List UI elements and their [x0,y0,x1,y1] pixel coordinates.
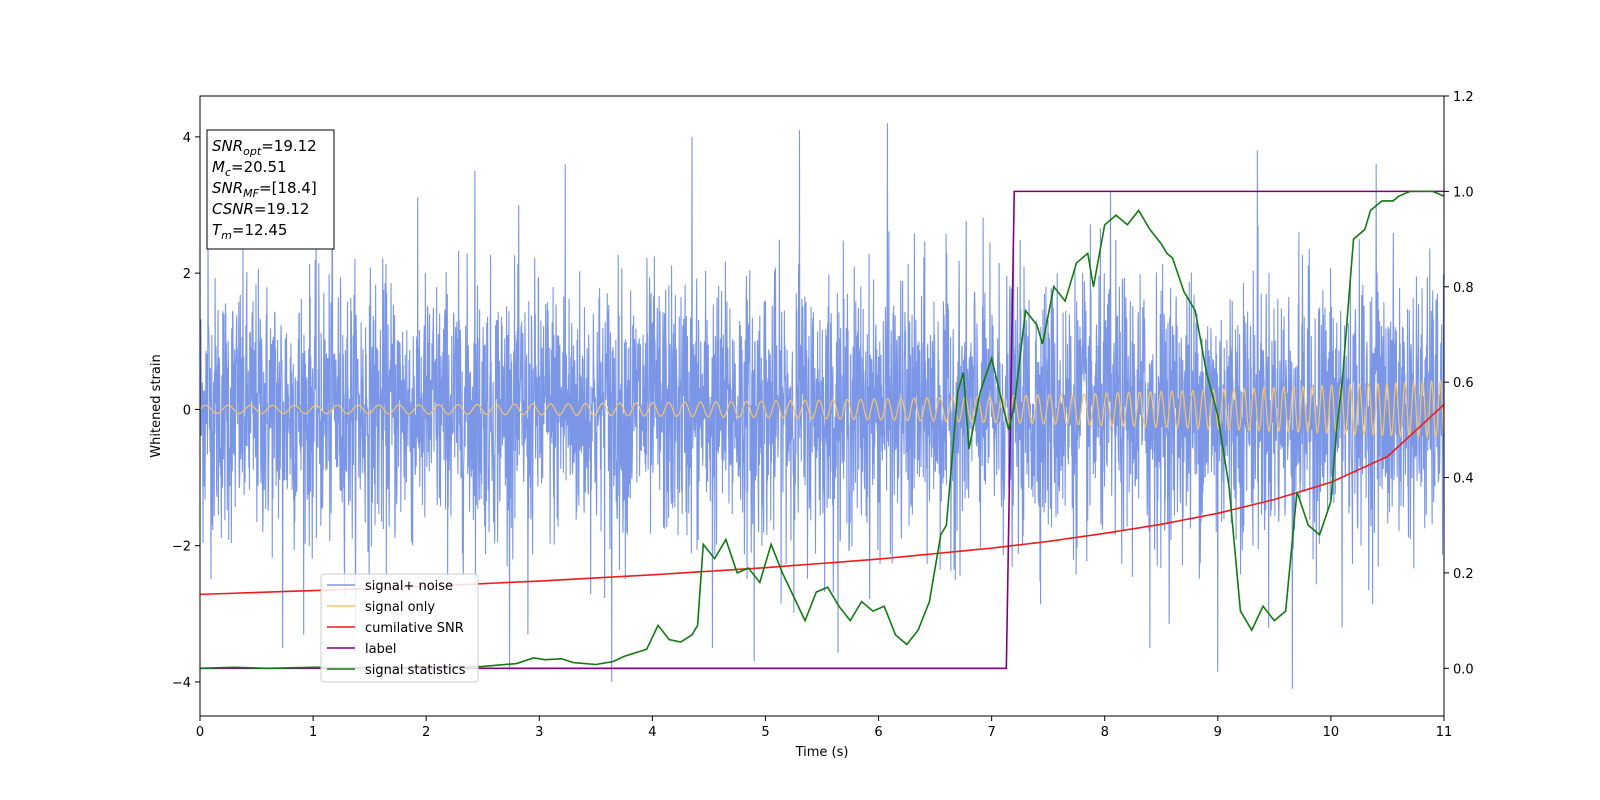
info-line: SNRopt=19.12 [212,137,317,158]
y-tick-label: 0 [183,403,191,418]
legend-label: label [365,642,396,657]
x-tick-label: 2 [422,725,430,740]
legend-item: signal statistics [327,663,466,678]
x-tick-label: 11 [1436,725,1453,740]
legend-label: signal statistics [365,663,466,678]
legend-item: label [327,642,396,657]
series-label-line [200,190,1444,670]
y-right-tick-label: 0.2 [1453,567,1474,582]
y-axis-label: Whitened strain [149,354,164,457]
info-line: CSNR=19.12 [212,200,309,218]
y-axis-left-ticks: −4 −2 0 2 4 [172,131,200,691]
series-cumilative-snr-line [200,403,1444,596]
x-axis-ticks: 0 1 2 3 4 5 6 7 8 9 10 11 [196,716,1452,740]
y-right-tick-label: 0.6 [1453,376,1474,391]
signal-only-trace [200,379,1444,439]
y-tick-label: 2 [183,267,191,282]
y-axis-right-ticks: 0.0 0.2 0.4 0.6 0.8 1.0 1.2 [1444,90,1474,677]
x-tick-label: 6 [874,725,882,740]
x-tick-label: 0 [196,725,204,740]
x-tick-label: 7 [987,725,995,740]
info-line: Mc=20.51 [212,158,287,179]
x-tick-label: 8 [1101,725,1109,740]
legend-label: signal only [365,600,435,615]
y-right-tick-label: 0.0 [1453,662,1474,677]
x-tick-label: 4 [648,725,656,740]
x-tick-label: 3 [535,725,543,740]
y-tick-label: −2 [172,540,191,555]
legend-item: signal only [327,600,435,615]
series-signal-only-line [200,379,1444,439]
y-right-tick-label: 0.8 [1453,281,1474,296]
legend-label: signal+ noise [365,579,453,594]
legend-item: cumilative SNR [327,621,464,636]
info-annotation-box: SNRopt=19.12Mc=20.51SNRMF=[18.4]CSNR=19.… [206,129,335,250]
y-right-tick-label: 1.2 [1453,90,1474,105]
x-tick-label: 10 [1323,725,1340,740]
legend-item: signal+ noise [327,579,453,594]
y-right-tick-label: 1.0 [1453,185,1474,200]
info-line: SNRMF=[18.4] [212,179,317,200]
legend: signal+ noise signal only cumilative SNR la… [320,573,479,683]
x-tick-label: 9 [1214,725,1222,740]
x-tick-label: 5 [761,725,769,740]
series-signal-statistics-line [200,190,1444,670]
y-tick-label: −4 [172,676,191,691]
y-right-tick-label: 0.4 [1453,472,1474,487]
x-axis-label: Time (s) [795,745,849,760]
right-axis-series [200,190,1444,670]
legend-label: cumilative SNR [365,621,464,636]
info-line: Tm=12.45 [212,221,287,242]
plot-frame [199,95,1445,717]
x-tick-label: 1 [309,725,317,740]
y-tick-label: 4 [183,131,191,146]
